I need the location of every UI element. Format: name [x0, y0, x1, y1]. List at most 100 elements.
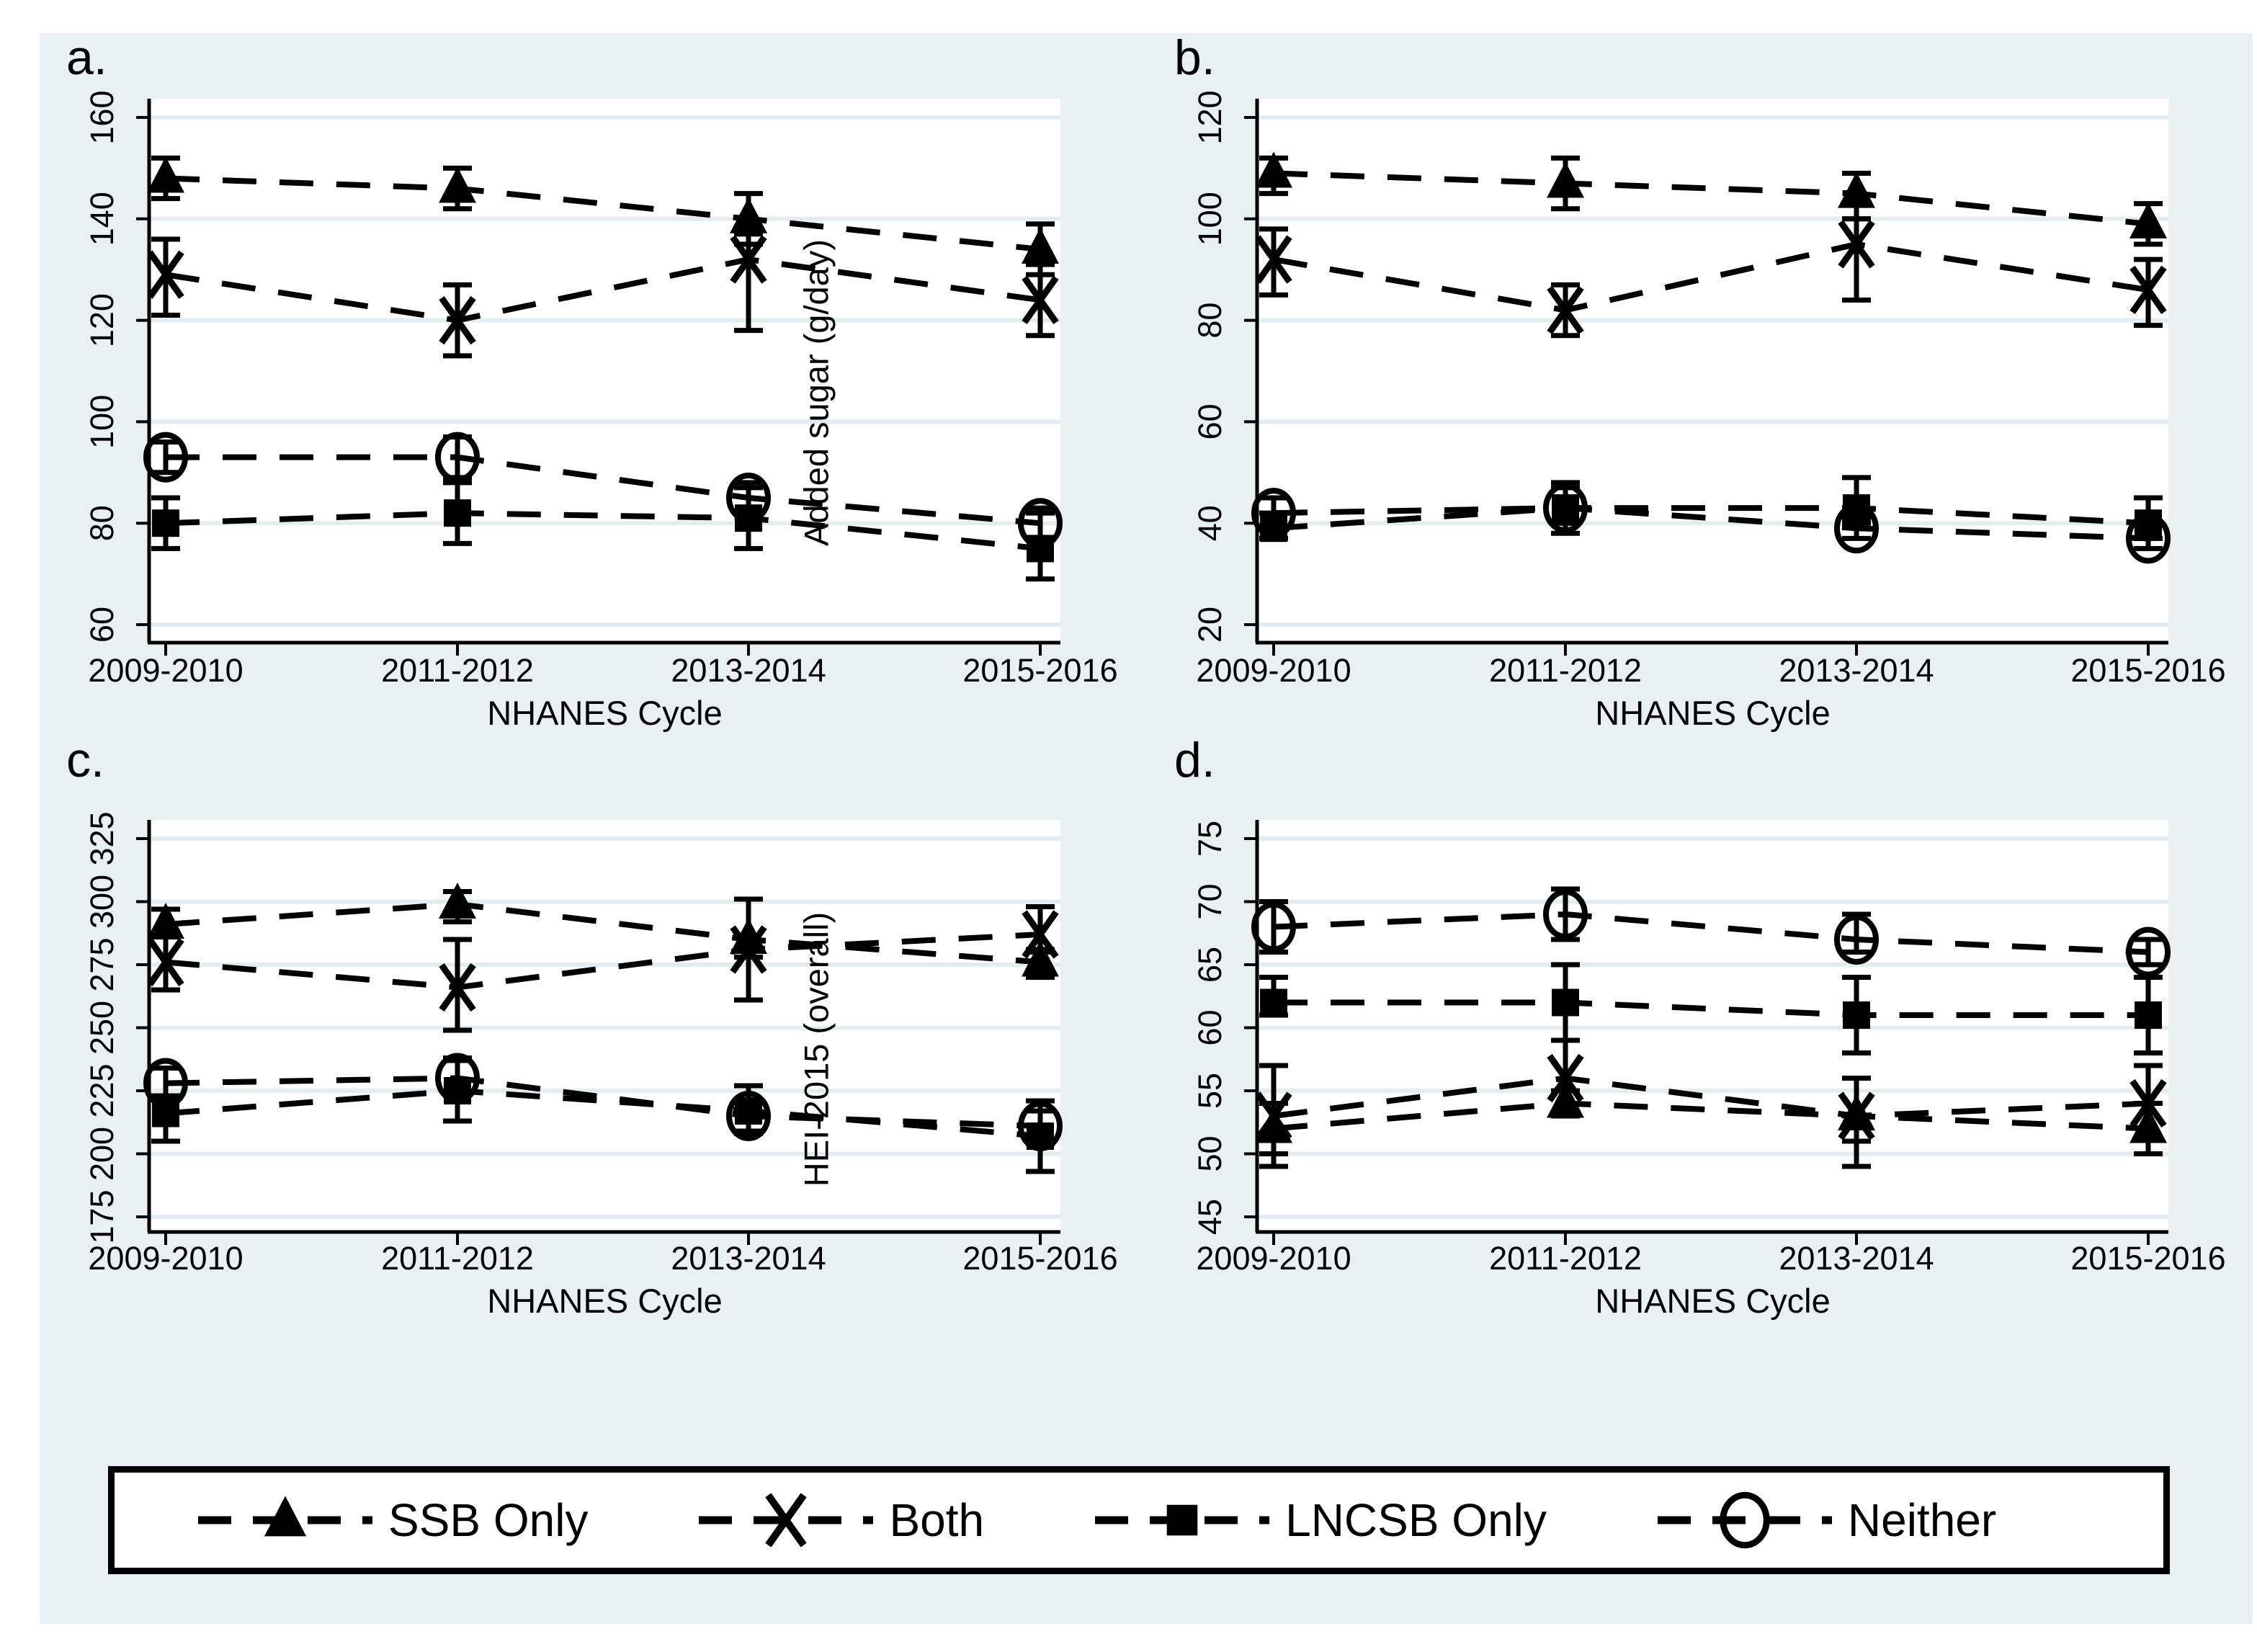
circle-marker [1834, 914, 1879, 965]
legend-entry-ssb-only: SSB Only [195, 1477, 588, 1563]
series-line [165, 256, 1041, 323]
x-icon [699, 1493, 874, 1548]
panel-b-letter: b. [1174, 30, 1215, 85]
series-line [1273, 505, 2149, 542]
series-line [1273, 911, 2149, 955]
error-bar [1842, 216, 1871, 303]
series-line [165, 932, 1041, 991]
legend-entry-lncsb-only: LNCSB Only [1092, 1477, 1547, 1563]
x-tick-label: 2015-2016 [962, 652, 1117, 689]
series-line [166, 454, 1041, 527]
series-both [147, 231, 1059, 359]
x-tick-label: 2011-2012 [1489, 652, 1642, 689]
x-tick-label: 2009-2010 [1196, 1240, 1351, 1277]
circle-marker [1018, 498, 1063, 549]
x-marker [439, 963, 476, 1012]
y-axis-title: Added sugar (g/day) [797, 239, 835, 546]
y-tick-label: 20 [1192, 607, 1228, 643]
square-marker [444, 499, 471, 527]
triangle-marker [1838, 171, 1875, 208]
series-line [1273, 1075, 2149, 1120]
legend-entry-label: LNCSB Only [1285, 1494, 1547, 1546]
circle-marker [726, 1091, 771, 1141]
series-neither [1251, 886, 2171, 978]
panel-c: c. 175 200 225 250 275 300 325 2009-2010 2011-201… [22, 728, 1127, 1455]
y-tick-label: 50 [1192, 1135, 1228, 1171]
series-neither [143, 432, 1063, 549]
x-tick-label: 2013-2014 [1779, 1240, 1934, 1277]
x-marker [439, 295, 476, 345]
y-tick-label: 55 [1192, 1073, 1228, 1109]
x-marker [1547, 285, 1584, 335]
panel-b-plot: b. 20 40 60 80 100 120 2009-2010 2011-2012 2013-2… [1174, 30, 2226, 732]
series-line [165, 175, 1041, 253]
square-marker [1843, 1001, 1870, 1029]
circle-marker [1018, 1101, 1063, 1151]
y-tick-label: 175 [84, 1189, 120, 1244]
triangle-marker [730, 197, 767, 233]
y-tick-label: 65 [1192, 947, 1228, 983]
circle-marker [726, 473, 771, 523]
x-marker [1022, 910, 1059, 959]
y-tick-label: 80 [84, 505, 120, 541]
triangle-marker [1255, 151, 1292, 188]
series-line [1273, 1100, 2149, 1132]
error-bar [2134, 937, 2163, 968]
triangle-marker [147, 156, 184, 193]
triangle-marker [264, 1496, 307, 1537]
x-tick-label: 2009-2010 [88, 1240, 243, 1277]
x-tick-label: 2015-2016 [2070, 652, 2225, 689]
series-neither [1251, 483, 2171, 564]
series-line [1273, 170, 2149, 227]
x-marker [1838, 220, 1875, 269]
circle-marker [143, 1058, 188, 1109]
legend-entry-label: SSB Only [388, 1494, 589, 1546]
legend-entry-both: Both [696, 1477, 984, 1563]
error-bar [2134, 520, 2163, 551]
y-tick-label: 120 [1192, 90, 1228, 144]
x-marker [1255, 235, 1292, 284]
square-marker [1166, 1504, 1198, 1536]
legend-entry-label: Both [889, 1494, 985, 1546]
circle-marker [1251, 488, 1296, 539]
circle-marker [1251, 901, 1296, 952]
x-marker [765, 1493, 808, 1548]
y-tick-label: 275 [84, 937, 120, 991]
circle-marker [1543, 483, 1588, 534]
y-tick-label: 60 [84, 607, 120, 643]
x-tick-label: 2013-2014 [1779, 652, 1934, 689]
error-bar [734, 480, 763, 516]
series-line [1273, 241, 2149, 313]
panel-b: b. 20 40 60 80 100 120 2009-2010 2011-2012 2013-2… [1130, 0, 2235, 732]
triangle-marker [147, 903, 184, 939]
y-tick-label: 225 [84, 1063, 120, 1117]
series-line [165, 1075, 1041, 1129]
x-marker [147, 250, 184, 299]
x-tick-label: 2011-2012 [1489, 1240, 1642, 1277]
y-tick-label: 100 [84, 395, 120, 449]
triangle-marker [2129, 202, 2167, 238]
square-icon [1095, 1504, 1270, 1536]
x-tick-label: 2013-2014 [671, 1240, 826, 1277]
series-line [165, 901, 1041, 965]
series-both [1255, 216, 2167, 339]
legend-entry-neither: Neither [1655, 1477, 1996, 1563]
error-bar [151, 439, 180, 475]
circle-marker [2126, 927, 2171, 978]
x-tick-label: 2011-2012 [381, 652, 534, 689]
triangle-marker [1022, 940, 1059, 977]
series-ssb-only [1255, 151, 2167, 247]
circle-marker [2126, 513, 2171, 564]
error-bar [2134, 1063, 2163, 1156]
x-axis-title: NHANES Cycle [487, 694, 722, 732]
x-tick-label: 2013-2014 [671, 652, 826, 689]
x-marker [147, 937, 184, 987]
y-tick-label: 250 [84, 1001, 120, 1055]
x-marker [2129, 265, 2167, 314]
square-marker [2135, 1001, 2162, 1029]
triangle-marker [439, 883, 476, 919]
triangle-marker [439, 166, 476, 203]
series-ssb-only [147, 155, 1059, 277]
x-axis-title: NHANES Cycle [487, 1282, 722, 1320]
x-marker [730, 925, 767, 974]
